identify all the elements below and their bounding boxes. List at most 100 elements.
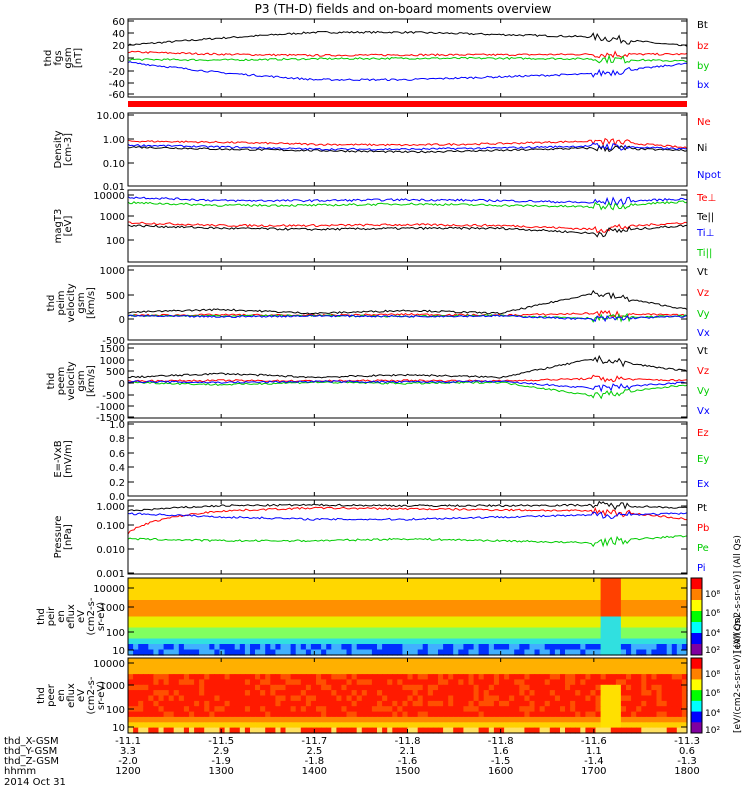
spectrogram-cell	[305, 649, 312, 656]
spectrogram-cell	[387, 627, 393, 634]
spectrogram-cell	[575, 594, 581, 601]
spectrogram-cell	[356, 594, 363, 601]
spectrogram-cell	[453, 711, 459, 718]
spectrogram-cell	[605, 633, 612, 640]
y-axis-label: en	[56, 610, 67, 623]
spectrogram-cell	[244, 695, 251, 702]
colorbar-tick-label: 10⁴	[705, 629, 720, 639]
spectrogram-cell	[244, 658, 251, 664]
spectrogram-cell	[565, 722, 571, 729]
spectrogram-cell	[189, 638, 195, 645]
spectrogram-cell	[173, 679, 180, 686]
spectrogram-cell	[168, 622, 175, 629]
spectrogram-cell	[178, 706, 185, 713]
spectrogram-cell	[438, 622, 444, 629]
spectrogram-cell	[666, 700, 673, 707]
spectrogram-cell	[493, 690, 500, 697]
spectrogram-cell	[432, 684, 439, 691]
spectrogram-cell	[407, 668, 414, 675]
spectrogram-cell	[128, 589, 134, 596]
spectrogram-cell	[519, 638, 525, 645]
spectrogram-cell	[382, 578, 388, 585]
spectrogram-cell	[626, 706, 632, 713]
spectrogram-cell	[133, 644, 139, 651]
spectrogram-cell	[158, 627, 165, 634]
spectrogram-cell	[168, 716, 175, 723]
spectrogram-cell	[316, 649, 322, 656]
spectrogram-cell	[610, 684, 617, 691]
spectrogram-cell	[148, 600, 154, 607]
spectrogram-cell	[173, 700, 180, 707]
spectrogram-cell	[412, 695, 419, 702]
spectrogram-cell	[570, 578, 576, 585]
spectrogram-cell	[224, 600, 231, 607]
spectrogram-cell	[499, 690, 505, 697]
spectrogram-cell	[651, 706, 658, 713]
spectrogram-cell	[224, 727, 231, 734]
spectrogram-cell	[173, 638, 180, 645]
spectrogram-cell	[590, 611, 597, 618]
spectrogram-cell	[585, 594, 592, 601]
spectrogram-cell	[443, 727, 449, 734]
spectrogram-cell	[316, 611, 322, 618]
spectrogram-cell	[539, 578, 546, 585]
spectrogram-cell	[351, 578, 358, 585]
spectrogram-cell	[183, 633, 190, 640]
spectrogram-cell	[626, 695, 632, 702]
spectrogram-cell	[468, 727, 475, 734]
spectrogram-cell	[407, 616, 414, 623]
spectrogram-cell	[412, 663, 419, 670]
spectrogram-cell	[138, 578, 144, 585]
spectrogram-cell	[417, 668, 424, 675]
spectrogram-cell	[209, 644, 215, 651]
spectrogram-cell	[483, 616, 490, 623]
spectrogram-cell	[631, 583, 637, 590]
spectrogram-cell	[641, 622, 647, 629]
spectrogram-cell	[310, 668, 317, 675]
spectrogram-cell	[285, 658, 292, 664]
spectrogram-cell	[453, 622, 459, 629]
spectrogram-cell	[504, 716, 510, 723]
spectrogram-cell	[488, 690, 495, 697]
spectrogram-cell	[163, 668, 170, 675]
spectrogram-cell	[600, 611, 607, 618]
spectrogram-cell	[646, 716, 652, 723]
spectrogram-cell	[255, 679, 261, 686]
spectrogram-cell	[224, 695, 231, 702]
spectrogram-cell	[443, 616, 449, 623]
spectrogram-cell	[341, 727, 348, 734]
spectrogram-cell	[138, 611, 144, 618]
spectrogram-cell	[509, 668, 515, 675]
spectrogram-cell	[626, 611, 632, 618]
spectrogram-cell	[255, 594, 261, 601]
spectrogram-cell	[346, 649, 353, 656]
y-axis-label: thd	[36, 687, 47, 704]
spectrogram-cell	[529, 706, 536, 713]
spectrogram-cell	[620, 649, 627, 656]
spectrogram-cell	[371, 700, 378, 707]
spectrogram-cell	[448, 644, 454, 651]
spectrogram-cell	[565, 690, 571, 697]
spectrogram-cell	[382, 684, 388, 691]
spectrogram-cell	[595, 627, 602, 634]
spectrogram-cell	[585, 722, 592, 729]
spectrogram-cell	[397, 633, 403, 640]
spectrogram-cell	[468, 658, 475, 664]
spectrogram-cell	[229, 644, 236, 651]
spectrogram-cell	[239, 700, 246, 707]
legend-Ez: Ez	[697, 428, 709, 439]
spectrogram-cell	[346, 727, 353, 734]
spectrogram-cell	[209, 674, 215, 681]
spectrogram-cell	[371, 649, 378, 656]
spectrogram-cell	[336, 706, 343, 713]
spectrogram-cell	[585, 578, 592, 585]
spectrogram-cell	[473, 684, 480, 691]
spectrogram-cell	[544, 674, 551, 681]
spectrogram-cell	[336, 627, 343, 634]
spectrogram-cell	[417, 663, 424, 670]
spectrogram-cell	[453, 578, 459, 585]
spectrogram-cell	[239, 578, 246, 585]
spectrogram-cell	[514, 594, 520, 601]
spectrogram-cell	[366, 695, 373, 702]
spectrogram-cell	[163, 727, 170, 734]
